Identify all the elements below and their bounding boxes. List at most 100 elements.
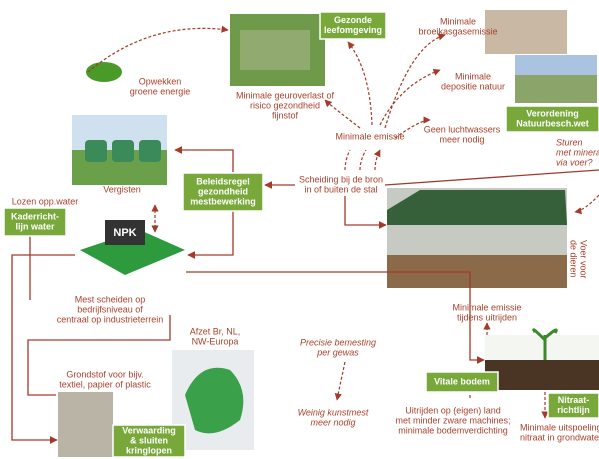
label-line: bedrijfsniveau of <box>77 304 143 314</box>
box-line: richtlijn <box>557 405 590 415</box>
box-line: Beleidsregel <box>196 176 250 186</box>
label-line: Weinig kunstmest <box>298 407 369 417</box>
label-line: NW-Europa <box>192 336 239 346</box>
label-line: Afzet Br, NL, <box>190 326 241 336</box>
label: Minimale emissietijdens uitrijden <box>452 302 521 322</box>
label-line: Precisie bemesting <box>300 337 376 347</box>
box-line: Verordening <box>526 108 579 118</box>
label-line: per gewas <box>316 347 359 357</box>
dashed-arrow <box>385 35 445 128</box>
dashed-arrow <box>575 195 599 212</box>
nature-sky <box>515 55 597 75</box>
box-line: Kaderricht- <box>11 211 59 221</box>
box-line: lijn water <box>15 221 55 231</box>
label-line: textiel, papier of plastic <box>59 379 151 389</box>
soil <box>485 360 599 390</box>
label-line: de dieren <box>569 240 579 278</box>
label: Vergisten <box>103 184 141 194</box>
label-line: tijdens uitrijden <box>457 312 517 322</box>
label-line: groene energie <box>130 86 191 96</box>
box-line: Natuurbesch.wet <box>516 118 589 128</box>
label-line: met mineralen <box>556 147 599 157</box>
label-line: Voer voor <box>579 240 589 279</box>
box-line: Vitale bodem <box>434 376 490 386</box>
lab-photo <box>58 392 113 457</box>
box-line: leefomgeving <box>324 25 382 35</box>
label-line: Minimale emissie <box>335 131 404 141</box>
box-line: gezondheid <box>198 186 248 196</box>
label-line: Mest scheiden op <box>75 294 146 304</box>
label-line: nitraat in grondwater <box>520 432 599 442</box>
box-line: mestbewerking <box>190 196 256 206</box>
label-line: minimale bodemverdichting <box>398 425 508 435</box>
label-line: centraal op industrieterrein <box>57 314 164 324</box>
tank <box>112 140 134 162</box>
label-line: Minimale geuroverlast of <box>236 90 335 100</box>
box-line: Nitraat- <box>558 395 590 405</box>
label-line: broeikasgasemissie <box>418 26 497 36</box>
label-line: meer nodig <box>310 417 355 427</box>
label: Minimale geuroverlast ofrisico gezondhei… <box>236 90 335 120</box>
label: Voer voorde dieren <box>569 240 589 279</box>
label-line: Minimale <box>455 71 491 81</box>
label-line: Opwekken <box>139 76 182 86</box>
arrow <box>188 210 233 255</box>
label-line: meer nodig <box>439 134 484 144</box>
label-line: Geen luchtwassers <box>424 124 501 134</box>
box-line: kringlopen <box>126 445 172 455</box>
label-line: Lozen opp.water <box>12 196 79 206</box>
diagram: NPK MinimalebroeikasgasemissieOpwe <box>0 0 599 459</box>
label: Afzet Br, NL,NW-Europa <box>190 326 241 346</box>
tank <box>85 140 107 162</box>
dashed-arrow <box>325 100 360 128</box>
label-line: Vergisten <box>103 184 141 194</box>
label-line: depositie natuur <box>441 81 505 91</box>
dashed-arrow <box>337 362 345 400</box>
image-text: NPK <box>113 227 136 239</box>
green-box: Kaderricht-lijn water <box>4 208 66 236</box>
box-line: Verwaarding <box>122 425 176 435</box>
label: Grondstof voor bijv.textiel, papier of p… <box>59 369 151 389</box>
label: Lozen opp.water <box>12 196 79 206</box>
label-line: via voer? <box>556 157 593 167</box>
label-line: in of buiten de stal <box>304 184 377 194</box>
label-line: Minimale uitspoeling <box>520 422 599 432</box>
label-line: met minder zware machines; <box>395 415 510 425</box>
dashed-arrow <box>348 42 372 125</box>
leaf-icon <box>86 62 122 82</box>
green-box: Vitale bodem <box>426 372 498 392</box>
label-line: fijnstof <box>272 110 299 120</box>
green-box: Nitraat-richtlijn <box>548 393 599 418</box>
arrow <box>345 196 386 225</box>
dashed-arrow <box>345 150 380 170</box>
village-detail <box>240 30 310 70</box>
label-line: Scheiding bij de bron <box>299 174 383 184</box>
tank <box>139 140 161 162</box>
label-line: Minimale emissie <box>452 302 521 312</box>
box-line: Gezonde <box>334 15 372 25</box>
label: Minimale emissie <box>335 131 404 141</box>
label-line: Grondstof voor bijv. <box>66 369 143 379</box>
arrow <box>385 170 599 185</box>
box-line: & sluiten <box>130 435 168 445</box>
label-line: Minimale <box>440 16 476 26</box>
barn-roof <box>387 190 567 225</box>
label-line: risico gezondheid <box>250 100 320 110</box>
label-line: Uitrijden op (eigen) land <box>405 405 501 415</box>
arrow <box>175 150 233 172</box>
label: Weinig kunstmestmeer nodig <box>298 407 369 427</box>
label-line: Sturen <box>556 137 583 147</box>
